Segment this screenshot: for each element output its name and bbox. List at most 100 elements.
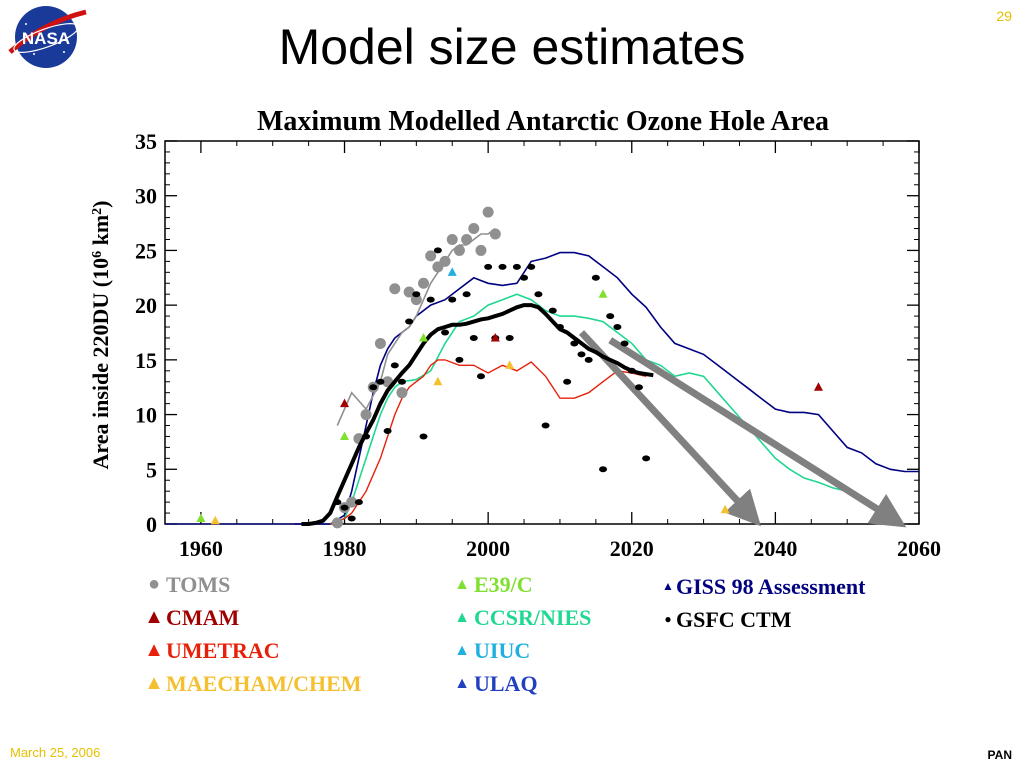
y-tick-label: 25 (135, 238, 157, 263)
legend-item-giss: ▲ GISS 98 Assessment (660, 570, 865, 603)
gsfc-point (397, 378, 406, 385)
dot-marker-icon: ● (664, 612, 672, 626)
gsfc-point (512, 263, 521, 270)
gsfc-point (362, 433, 371, 440)
gsfc-point (462, 291, 471, 298)
x-tick-label: 2000 (466, 536, 510, 561)
gsfc-point (520, 274, 529, 281)
legend-item-ulaq: ▲ ULAQ (450, 667, 591, 700)
y-tick-label: 0 (146, 512, 157, 537)
x-tick-label: 2060 (897, 536, 941, 561)
gsfc-point (383, 427, 392, 434)
gsfc-point (340, 504, 349, 511)
toms-point (374, 337, 386, 349)
gsfc-point (548, 307, 557, 314)
toms-point (453, 244, 465, 256)
y-label-suffix: ) (88, 200, 113, 207)
toms-point (346, 496, 358, 508)
triangle-point-cmam (813, 382, 823, 391)
toms-point (468, 223, 480, 235)
gsfc-point (642, 455, 651, 462)
toms-point (489, 228, 501, 240)
legend-label: UMETRAC (166, 637, 280, 663)
triangle-marker-icon: ▲ (454, 641, 470, 659)
legend-label: ULAQ (474, 670, 538, 696)
gsfc-point (426, 296, 435, 303)
circle-marker-icon: ● (147, 573, 161, 595)
gsfc-point (433, 247, 442, 254)
gsfc-point (412, 291, 421, 298)
legend-label: GSFC CTM (676, 606, 792, 632)
y-label-prefix: Area inside 220DU (10 (88, 258, 113, 470)
triangle-point-maecham-chem (720, 504, 730, 514)
gsfc-point (405, 318, 414, 325)
legend-label: CCSR/NIES (474, 604, 592, 630)
triangle-marker-icon: ▲ (144, 672, 164, 694)
triangle-point-uiuc (447, 267, 457, 276)
y-tick-label: 20 (135, 293, 157, 318)
trend-arrow (608, 337, 907, 528)
legend-label: UIUC (474, 637, 531, 663)
legend-item-maecham: ▲ MAECHAM/CHEM (142, 667, 362, 700)
gsfc-point (599, 466, 608, 473)
gsfc-point (613, 324, 622, 331)
legend-label: GISS 98 Assessment (676, 573, 866, 599)
gsfc-point (627, 367, 636, 374)
gsfc-point (476, 373, 485, 380)
gsfc-point (448, 296, 457, 303)
triangle-marker-icon: ▲ (144, 639, 164, 661)
gsfc-point (620, 340, 629, 347)
slide-title: Model size estimates (278, 19, 746, 75)
x-tick-label: 1980 (323, 536, 367, 561)
legend-item-gsfc: ● GSFC CTM (660, 603, 865, 636)
gsfc-point (498, 263, 507, 270)
triangle-point-e39-c (419, 332, 429, 342)
toms-point (446, 233, 458, 245)
triangle-marker-icon: ▲ (662, 579, 674, 593)
y-tick-label: 10 (135, 403, 157, 428)
triangle-marker-icon: ▲ (454, 608, 470, 626)
chart-title: Maximum Modelled Antarctic Ozone Hole Ar… (257, 106, 829, 137)
triangle-point-e39-c (598, 289, 608, 298)
gsfc-point (441, 329, 450, 336)
x-tick-label: 1960 (179, 536, 223, 561)
toms-point (482, 206, 494, 218)
gsfc-point (369, 384, 378, 391)
page-number: 29 (996, 8, 1012, 24)
gsfc-point (570, 340, 579, 347)
legend-label: CMAM (166, 604, 240, 630)
triangle-marker-icon: ▲ (454, 575, 470, 593)
legend-item-uiuc: ▲ UIUC (450, 634, 591, 667)
plot-frame (164, 140, 920, 525)
legend-col-3: ▲ GISS 98 Assessment ● GSFC CTM (660, 570, 865, 636)
legend-label: MAECHAM/CHEM (166, 670, 362, 696)
series-line-gsfc-ctm-mean (301, 303, 654, 526)
y-label-sup1: 6 (90, 251, 105, 258)
gsfc-point (347, 515, 356, 522)
gsfc-point (534, 291, 543, 298)
x-tick-label: 2020 (610, 536, 654, 561)
legend-item-toms: ● TOMS (142, 568, 362, 601)
x-tick-label: 2040 (753, 536, 797, 561)
triangle-point-cmam (490, 332, 500, 342)
footer-tag: PAN (987, 748, 1012, 762)
triangle-point-cmam (340, 398, 350, 408)
toms-point (389, 283, 401, 295)
toms-point (396, 387, 408, 399)
triangle-point-e39-c (196, 513, 206, 523)
triangle-point-maecham-chem (505, 360, 515, 369)
toms-point (360, 409, 372, 421)
y-tick-label: 35 (135, 129, 157, 154)
triangle-marker-icon: ▲ (454, 674, 470, 692)
legend-item-ccsr: ▲ CCSR/NIES (450, 601, 591, 634)
toms-point (410, 294, 422, 306)
gsfc-point (376, 378, 385, 385)
legend-col-1: ● TOMS ▲ CMAM ▲ UMETRAC ▲ MAECHAM/CHEM (142, 568, 362, 700)
series-line-umetrac (329, 359, 647, 525)
gsfc-point (354, 499, 363, 506)
series-line-toms (336, 227, 496, 426)
toms-point (475, 244, 487, 256)
gsfc-point (333, 499, 342, 506)
toms-point (331, 517, 343, 529)
